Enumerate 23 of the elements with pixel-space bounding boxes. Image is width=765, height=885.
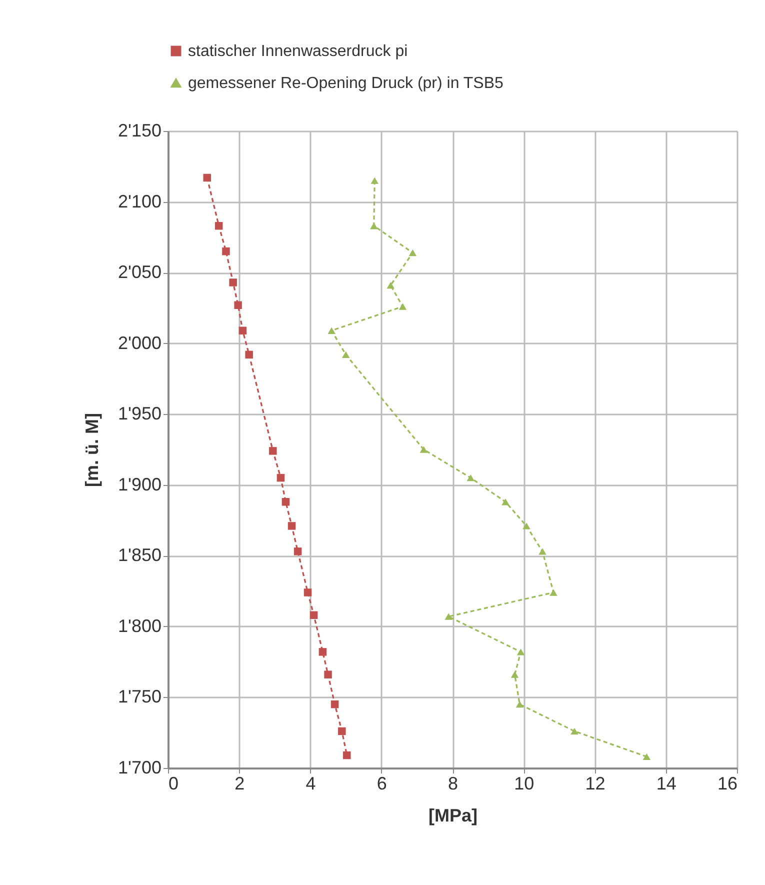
legend-label: statischer Innenwasserdruck pi: [188, 43, 408, 60]
y-tick-label: 1'950: [118, 404, 162, 424]
y-tick-label: 1'750: [118, 686, 162, 707]
x-tick-label: 14: [656, 774, 676, 794]
x-axis-title: [MPa]: [428, 806, 478, 826]
legend-label: gemessener Re-Opening Druck (pr) in TSB5: [188, 75, 504, 92]
y-tick-label: 1'700: [118, 758, 162, 778]
y-tick-label: 2'000: [118, 332, 162, 353]
x-tick-label: 8: [448, 774, 458, 794]
y-tick-label: 2'100: [118, 191, 162, 212]
x-tick-label: 16: [717, 774, 738, 794]
y-tick-label: 1'900: [118, 474, 162, 494]
x-tick-label: 4: [306, 774, 316, 794]
y-axis-title: [m. ü. M]: [82, 413, 102, 487]
x-tick-label: 0: [168, 774, 179, 794]
y-tick-label: 2'150: [118, 120, 162, 140]
y-tick-label: 2'050: [118, 262, 162, 282]
x-tick-label: 2: [234, 774, 245, 794]
x-tick-label: 6: [376, 774, 387, 794]
y-tick-label: 1'850: [118, 545, 162, 566]
x-tick-label: 10: [514, 774, 534, 794]
x-tick-label: 12: [585, 774, 606, 794]
y-tick-label: 1'800: [118, 616, 162, 636]
